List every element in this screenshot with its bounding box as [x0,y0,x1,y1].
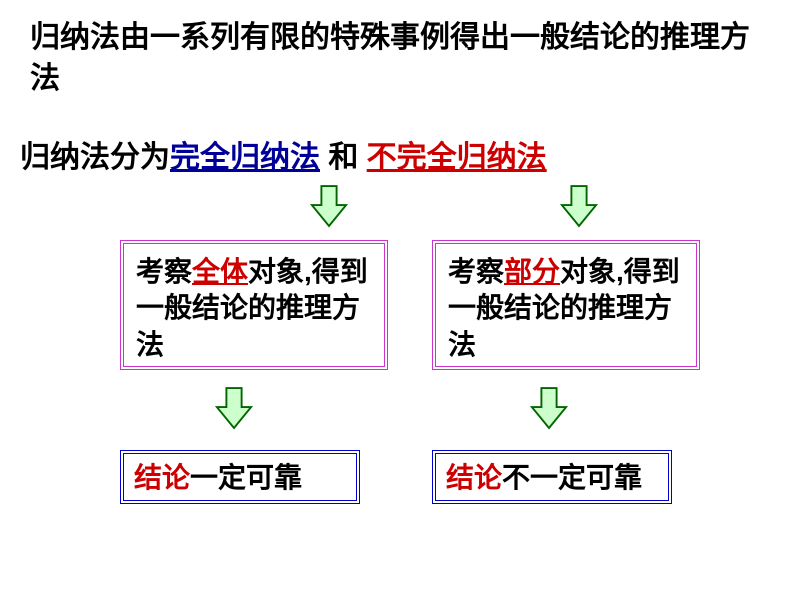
arrow-down-icon [560,184,598,228]
unreliable-conclusion-box: 结论不一定可靠 [432,450,672,504]
arrow-down-icon [530,386,568,430]
classification-line: 归纳法分为完全归纳法 和 不完全归纳法 [20,138,547,177]
reliable-conclusion-box: 结论一定可靠 [120,450,360,504]
arrow-path [562,186,596,226]
classify-mid: 和 [320,141,367,174]
arrow-down-icon [310,184,348,228]
text-highlight: 结论 [134,462,190,493]
intro-text: 归纳法由一系列有限的特殊事例得出一般结论的推理方法 [30,18,770,99]
classify-type2: 不完全归纳法 [367,141,547,174]
text-highlight: 部分 [504,256,560,287]
classify-type1: 完全归纳法 [170,141,320,174]
text-segment: 考察 [448,256,504,287]
incomplete-induction-box: 考察部分对象,得到一般结论的推理方法 [432,240,700,370]
classify-prefix: 归纳法分为 [20,141,170,174]
complete-induction-box: 考察全体对象,得到一般结论的推理方法 [120,240,388,370]
text-segment: 一定可靠 [190,462,302,493]
text-segment: 不一定可靠 [502,462,642,493]
arrow-path [532,388,566,428]
arrow-path [312,186,346,226]
text-segment: 考察 [136,256,192,287]
text-highlight: 全体 [192,256,248,287]
text-highlight: 结论 [446,462,502,493]
arrow-path [217,388,251,428]
arrow-down-icon [215,386,253,430]
